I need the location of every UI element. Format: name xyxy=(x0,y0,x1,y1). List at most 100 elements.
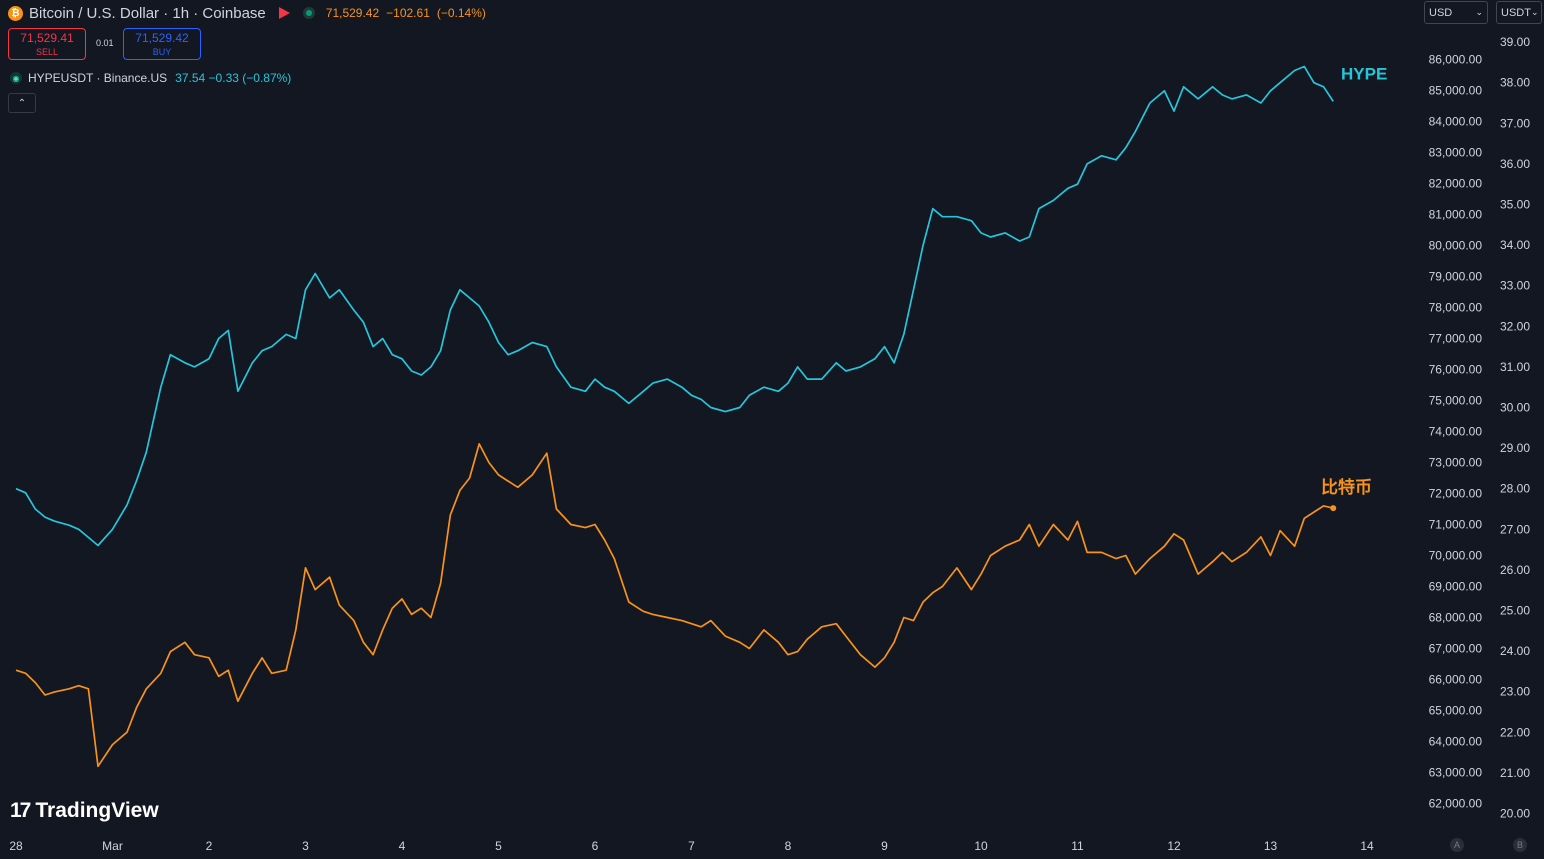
sell-label: SELL xyxy=(35,47,59,57)
currency-usdt-label: USDT xyxy=(1501,6,1531,19)
currency-select-usd[interactable]: USD ⌄ xyxy=(1424,1,1488,24)
market-status-icon[interactable] xyxy=(302,7,315,19)
btc-quote: 71,529.42 −102.61 (−0.14%) xyxy=(326,6,493,20)
btc-axis-tick-label: 71,000.00 xyxy=(1429,518,1483,532)
btc-axis-tick-label: 86,000.00 xyxy=(1429,53,1483,67)
compare-last: 37.54 xyxy=(175,71,206,85)
btc-axis-tick-label: 85,000.00 xyxy=(1429,84,1483,98)
hype-series-label: HYPE xyxy=(1341,64,1387,83)
x-tick-label: 9 xyxy=(881,839,888,853)
btc-series-line xyxy=(15,443,1334,768)
btc-axis-tick-label: 84,000.00 xyxy=(1429,115,1483,129)
x-tick-label: 4 xyxy=(399,839,406,853)
chevron-down-icon: ⌄ xyxy=(1475,7,1483,17)
btc-price-axis[interactable]: 62,000.00 63,000.00 64,000.00 65,000.00 66,0… xyxy=(1429,53,1483,811)
btc-axis-tick-label: 74,000.00 xyxy=(1429,425,1483,439)
btc-axis-tick-label: 72,000.00 xyxy=(1429,487,1483,501)
spread-value: 0.01 xyxy=(96,38,114,48)
btc-axis-tick-label: 83,000.00 xyxy=(1429,146,1483,160)
compare-symbol-legend[interactable]: ◉ HYPEUSDT · Binance.US 37.54 −0.33 (−0.… xyxy=(10,70,291,86)
btc-axis-tick-label: 65,000.00 xyxy=(1429,704,1483,718)
buy-price: 71,529.42 xyxy=(135,31,189,45)
hype-axis-tick-label: 33.00 xyxy=(1500,279,1530,293)
x-tick-label: 12 xyxy=(1167,839,1181,853)
hype-axis-tick-label: 21.00 xyxy=(1500,766,1530,780)
buy-label: BUY xyxy=(152,47,172,57)
compare-change-pct: (−0.87%) xyxy=(242,71,292,85)
hype-axis-tick-label: 35.00 xyxy=(1500,198,1530,212)
x-axis: 28 Mar 2 3 4 5 6 7 8 9 10 11 12 13 14 xyxy=(9,839,1374,853)
x-tick-label: 2 xyxy=(206,839,213,853)
x-tick-label: 11 xyxy=(1071,839,1084,853)
btc-axis-tick-label: 77,000.00 xyxy=(1429,332,1483,346)
hype-series-line xyxy=(15,65,1334,547)
x-tick-label: 8 xyxy=(785,839,792,853)
x-tick-label: 5 xyxy=(495,839,502,853)
symbol-title[interactable]: Bitcoin / U.S. Dollar · 1h · Coinbase xyxy=(29,4,266,22)
x-tick-label: 7 xyxy=(688,839,695,853)
btc-axis-tick-label: 75,000.00 xyxy=(1429,394,1483,408)
btc-axis-tick-label: 81,000.00 xyxy=(1429,208,1483,222)
hype-axis-tick-label: 39.00 xyxy=(1500,35,1530,49)
hyperliquid-icon: ◉ xyxy=(10,72,22,84)
hype-axis-tick-label: 26.00 xyxy=(1500,563,1530,577)
btc-axis-tick-label: 64,000.00 xyxy=(1429,735,1483,749)
btc-axis-tick-label: 80,000.00 xyxy=(1429,239,1483,253)
btc-series-label: 比特币 xyxy=(1321,477,1372,498)
sell-button[interactable]: 71,529.41 SELL xyxy=(8,28,86,60)
btc-axis-tick-label: 63,000.00 xyxy=(1429,766,1483,780)
btc-axis-tick-label: 68,000.00 xyxy=(1429,611,1483,625)
btc-axis-tick-label: 78,000.00 xyxy=(1429,301,1483,315)
hype-axis-tick-label: 28.00 xyxy=(1500,482,1530,496)
hype-axis-tick-label: 27.00 xyxy=(1500,522,1530,536)
currency-usd-label: USD xyxy=(1429,6,1453,19)
btc-axis-tick-label: 69,000.00 xyxy=(1429,580,1483,594)
auto-scale-button[interactable]: A xyxy=(1450,838,1464,852)
hype-price-axis[interactable]: 20.00 21.00 22.00 23.00 24.00 25.00 26.00 27.00… xyxy=(1500,35,1530,820)
x-tick-label: 10 xyxy=(974,839,988,853)
x-tick-label: Mar xyxy=(102,839,123,853)
x-tick-label: 6 xyxy=(592,839,599,853)
scale-b-button[interactable]: B xyxy=(1513,838,1527,852)
btc-last-price-dot xyxy=(1330,505,1337,512)
x-tick-label: 14 xyxy=(1360,839,1374,853)
flag-icon[interactable] xyxy=(278,7,290,19)
hype-axis-tick-label: 29.00 xyxy=(1500,441,1530,455)
btc-change-pct: (−0.14%) xyxy=(436,6,486,20)
x-tick-label: 28 xyxy=(9,839,23,853)
hype-axis-tick-label: 38.00 xyxy=(1500,76,1530,90)
chevron-up-icon: ⌃ xyxy=(17,97,27,109)
bitcoin-icon: ₿ xyxy=(8,5,23,21)
hype-axis-tick-label: 31.00 xyxy=(1500,360,1530,374)
hype-axis-tick-label: 23.00 xyxy=(1500,685,1530,699)
hype-axis-tick-label: 22.00 xyxy=(1500,725,1530,739)
btc-change: −102.61 xyxy=(386,6,430,20)
hype-axis-tick-label: 24.00 xyxy=(1500,644,1530,658)
btc-axis-tick-label: 62,000.00 xyxy=(1429,797,1483,811)
btc-axis-tick-label: 66,000.00 xyxy=(1429,673,1483,687)
collapse-legend-button[interactable]: ⌃ xyxy=(8,93,36,113)
chevron-down-icon: ⌄ xyxy=(1530,7,1539,17)
symbol-header: ₿ Bitcoin / U.S. Dollar · 1h · Coinbase … xyxy=(8,3,493,23)
x-tick-label: 13 xyxy=(1264,839,1278,853)
hype-axis-tick-label: 20.00 xyxy=(1500,807,1530,821)
btc-axis-tick-label: 82,000.00 xyxy=(1429,177,1483,191)
hype-axis-tick-label: 36.00 xyxy=(1500,157,1530,171)
btc-axis-tick-label: 76,000.00 xyxy=(1429,363,1483,377)
btc-axis-tick-label: 67,000.00 xyxy=(1429,642,1483,656)
compare-symbol: HYPEUSDT · Binance.US xyxy=(28,71,168,85)
btc-last-price: 71,529.42 xyxy=(325,6,380,20)
hype-axis-tick-label: 30.00 xyxy=(1500,401,1530,415)
tradingview-wordmark: TradingView xyxy=(35,799,159,822)
btc-axis-tick-label: 79,000.00 xyxy=(1429,270,1483,284)
btc-axis-tick-label: 73,000.00 xyxy=(1429,456,1483,470)
compare-quote: 37.54 −0.33 (−0.87%) xyxy=(175,71,291,85)
tradingview-logo-icon: 17 xyxy=(10,799,31,822)
btc-axis-tick-label: 70,000.00 xyxy=(1429,549,1483,563)
x-tick-label: 3 xyxy=(302,839,309,853)
buy-button[interactable]: 71,529.42 BUY xyxy=(123,28,201,60)
tradingview-logo[interactable]: 17 TradingView xyxy=(10,799,159,823)
hype-axis-tick-label: 34.00 xyxy=(1500,238,1530,252)
currency-select-usdt[interactable]: USDT ⌄ xyxy=(1496,1,1542,24)
